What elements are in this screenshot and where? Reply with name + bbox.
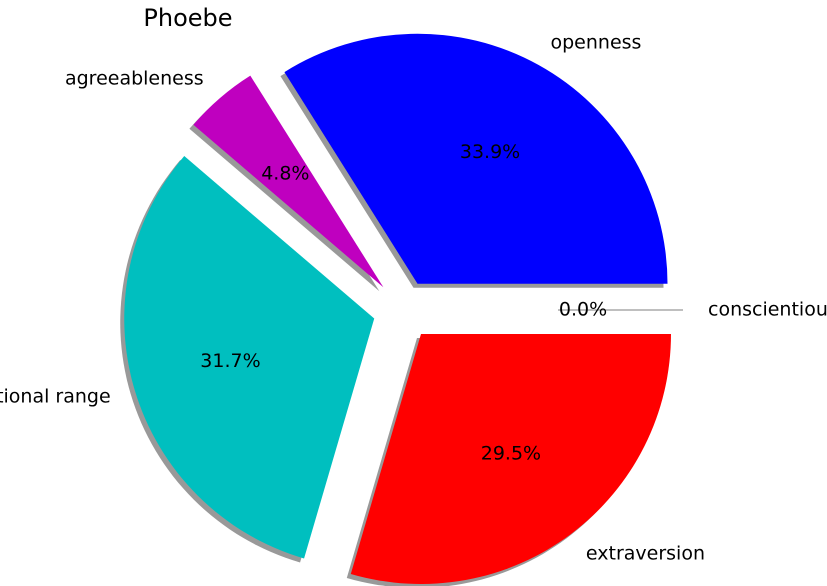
slice-percent-extraversion: 29.5% <box>481 443 541 465</box>
slice-percent-conscientiousness: 0.0% <box>559 299 607 321</box>
slice-emotional-range <box>124 156 375 559</box>
slices <box>124 33 671 585</box>
slice-percent-emotional-range: 31.7% <box>200 350 260 372</box>
slice-label-openness: openness <box>550 32 641 54</box>
slice-label-extraversion: extraversion <box>586 543 705 565</box>
slice-extraversion <box>350 334 671 585</box>
slice-percent-agreeableness: 4.8% <box>261 162 309 184</box>
slice-agreeableness <box>193 75 384 288</box>
slice-label-emotional-range: emotional range <box>0 386 111 408</box>
chart-title: Phoebe <box>143 4 232 32</box>
slice-label-agreeableness: agreeableness <box>65 68 204 90</box>
slice-labels: openness 33.9% agreeableness 4.8% emotional … <box>0 32 827 565</box>
slice-openness <box>284 33 668 284</box>
slice-percent-openness: 33.9% <box>460 141 520 163</box>
slice-label-conscientiousness: conscientiousness <box>708 299 827 321</box>
